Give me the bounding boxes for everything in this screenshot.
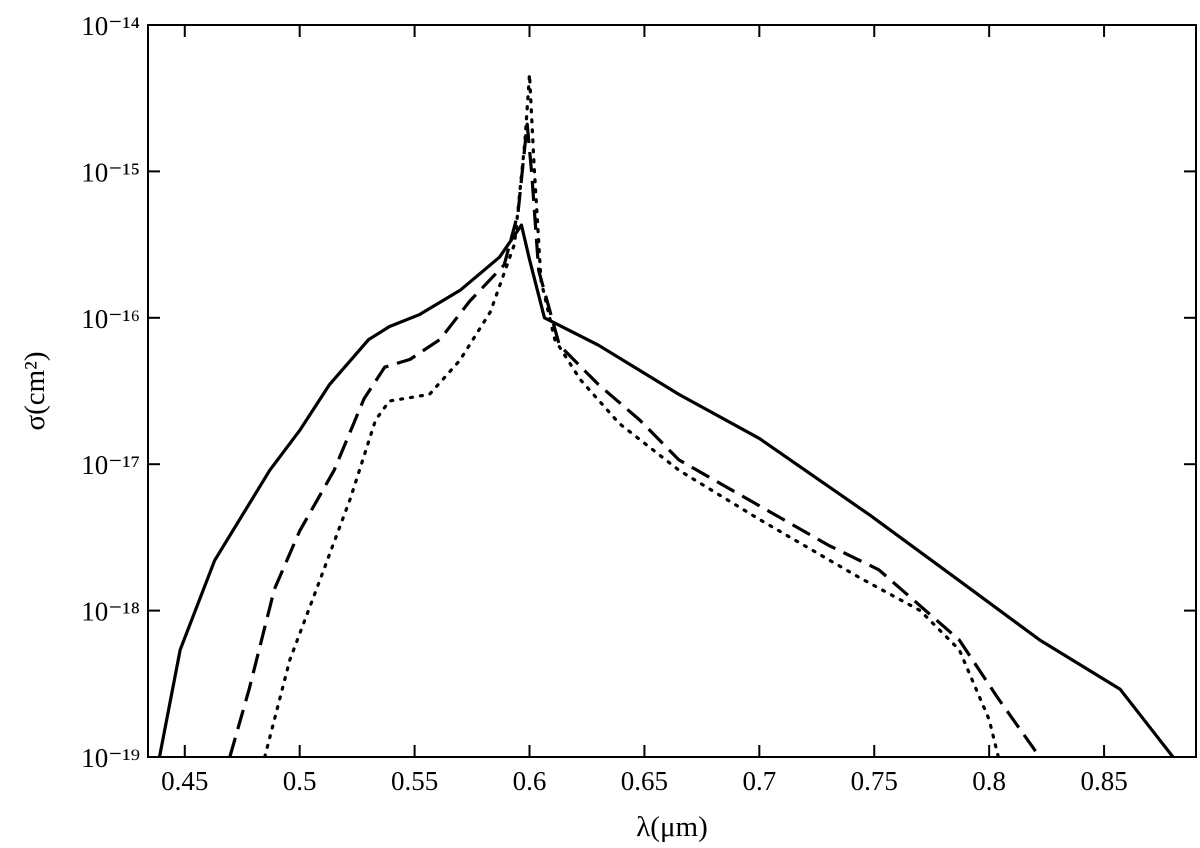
y-tick-label: 10⁻¹⁸	[81, 597, 140, 627]
x-axis-title: λ(μm)	[636, 811, 707, 843]
x-tick-label: 0.55	[391, 766, 438, 796]
x-tick-label: 0.5	[283, 766, 317, 796]
y-tick-label: 10⁻¹⁶	[81, 304, 140, 334]
x-tick-label: 0.6	[513, 766, 547, 796]
x-tick-label: 0.7	[742, 766, 776, 796]
y-tick-label: 10⁻¹⁷	[81, 450, 140, 480]
y-tick-label: 10⁻¹⁴	[81, 11, 140, 41]
x-tick-label: 0.8	[972, 766, 1006, 796]
series-line	[157, 223, 1175, 757]
series-line	[263, 72, 1000, 757]
x-tick-label: 0.45	[161, 766, 208, 796]
x-tick-label: 0.85	[1080, 766, 1127, 796]
x-tick-label: 0.75	[851, 766, 898, 796]
y-tick-label: 10⁻¹⁵	[81, 157, 140, 187]
x-tick-label: 0.65	[621, 766, 668, 796]
plot-area	[157, 72, 1175, 757]
series-line	[228, 122, 1042, 757]
y-axis-title: σ(cm²)	[19, 351, 51, 430]
plot-frame	[147, 24, 1197, 758]
y-tick-label: 10⁻¹⁹	[81, 743, 140, 773]
